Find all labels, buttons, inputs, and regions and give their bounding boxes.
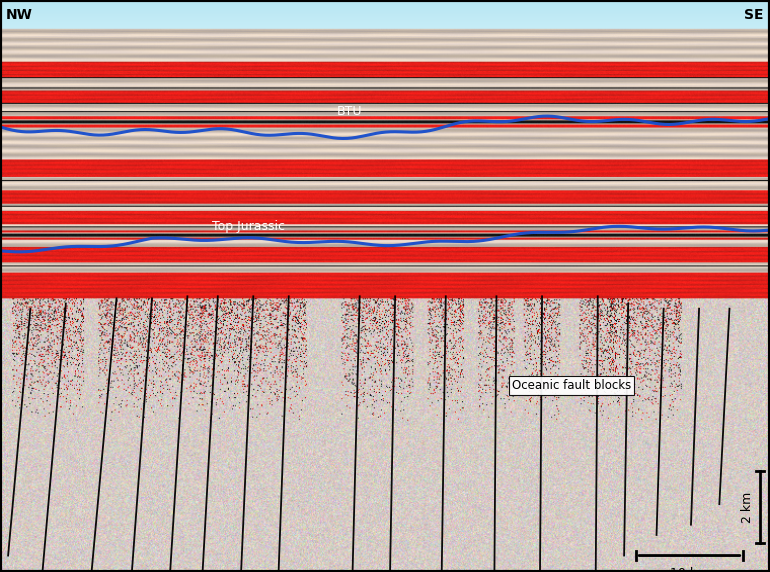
- Text: 2 km: 2 km: [741, 491, 754, 523]
- Text: 10 km: 10 km: [670, 567, 709, 572]
- Text: BTU: BTU: [336, 105, 363, 118]
- Text: Oceanic fault blocks: Oceanic fault blocks: [511, 379, 631, 392]
- Text: Top Jurassic: Top Jurassic: [212, 220, 285, 233]
- Text: NW: NW: [6, 8, 33, 22]
- Text: SE: SE: [745, 8, 764, 22]
